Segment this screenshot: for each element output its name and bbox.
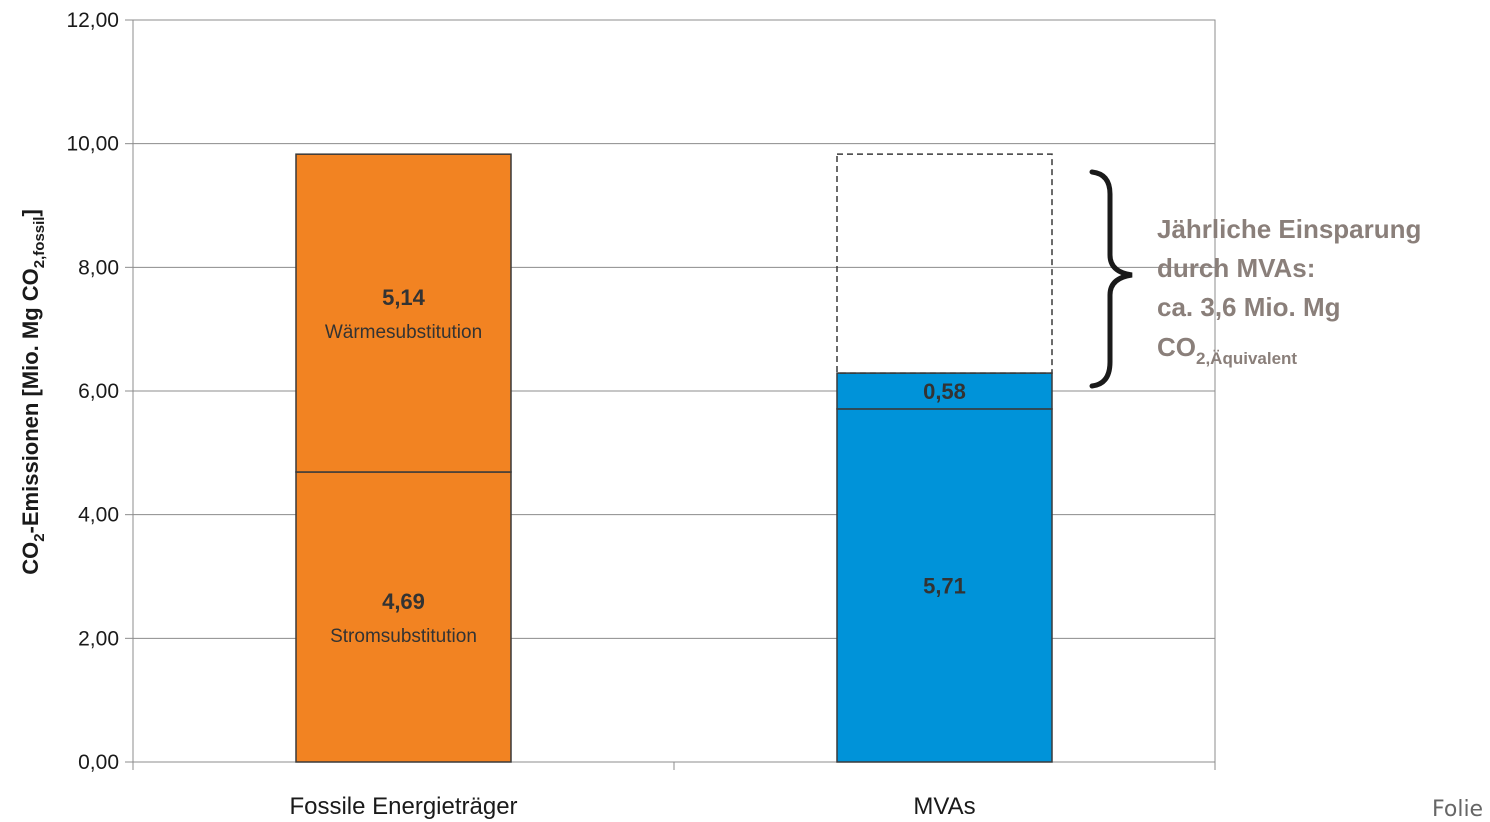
data-label: 5,14 bbox=[382, 285, 426, 310]
y-tick-label: 12,00 bbox=[66, 9, 119, 32]
segment-name-label: Stromsubstitution bbox=[330, 626, 477, 647]
curly-brace-icon bbox=[1089, 169, 1133, 389]
y-tick-label: 0,00 bbox=[78, 751, 119, 774]
category-label: Fossile Energieträger bbox=[289, 793, 517, 820]
y-tick-label: 2,00 bbox=[78, 627, 119, 650]
annotation-line-4: CO2,Äquivalent bbox=[1157, 332, 1297, 368]
bars bbox=[295, 153, 1053, 763]
slide-footer-label: Folie bbox=[1432, 797, 1483, 822]
bar-segment bbox=[836, 408, 1053, 763]
axes bbox=[125, 19, 1216, 770]
y-tick-label: 10,00 bbox=[66, 133, 119, 156]
data-label: 4,69 bbox=[382, 589, 425, 614]
bar-segment bbox=[295, 471, 512, 763]
bar-segment bbox=[295, 153, 512, 473]
annotation-line-2: durch MVAs: bbox=[1157, 253, 1315, 283]
segment-name-label: Wärmesubstitution bbox=[325, 322, 482, 343]
annotation-line-1: Jährliche Einsparung bbox=[1157, 214, 1421, 244]
y-tick-label: 4,00 bbox=[78, 504, 119, 527]
y-tick-label: 6,00 bbox=[78, 380, 119, 403]
annotation-line-3: ca. 3,6 Mio. Mg bbox=[1157, 292, 1341, 322]
y-tick-labels: 0,00 2,00 4,00 6,00 8,00 10,00 12,00 bbox=[66, 9, 119, 774]
data-label: 5,71 bbox=[923, 573, 966, 598]
y-axis-label: CO2-Emissionen [Mio. Mg CO2,fossil] bbox=[18, 209, 48, 575]
data-label: 0,58 bbox=[923, 379, 966, 404]
data-labels: 4,69 Stromsubstitution 5,14 Wärmesubstituti… bbox=[325, 285, 966, 647]
category-label: MVAs bbox=[913, 793, 975, 820]
y-tick-label: 8,00 bbox=[78, 256, 119, 279]
category-labels: Fossile Energieträger MVAs bbox=[289, 793, 975, 820]
savings-dashed-box bbox=[836, 153, 1053, 374]
savings-annotation: Jährliche Einsparung durch MVAs: ca. 3,6… bbox=[1089, 169, 1421, 389]
